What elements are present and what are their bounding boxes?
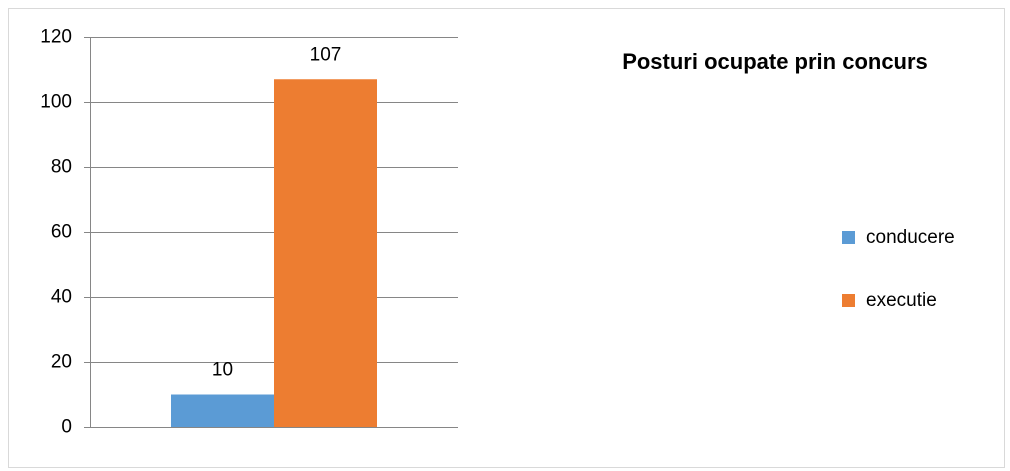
y-tick-label: 20	[51, 352, 72, 373]
chart-title: Posturi ocupate prin concurs	[622, 49, 928, 74]
y-tick-label: 60	[51, 222, 72, 243]
legend-label: conducere	[866, 227, 955, 248]
y-tick-label: 0	[61, 417, 72, 438]
y-tick-label: 100	[40, 92, 72, 113]
data-label: 107	[310, 44, 342, 65]
chart-border	[8, 8, 1005, 468]
y-tick-label: 80	[51, 157, 72, 178]
legend-swatch	[842, 231, 855, 244]
y-tick-label: 40	[51, 287, 72, 308]
data-label: 10	[212, 360, 233, 381]
legend-label: executie	[866, 290, 937, 311]
legend-swatch	[842, 294, 855, 307]
bar	[171, 394, 274, 427]
y-tick-label: 120	[40, 27, 72, 48]
bar	[274, 79, 377, 427]
